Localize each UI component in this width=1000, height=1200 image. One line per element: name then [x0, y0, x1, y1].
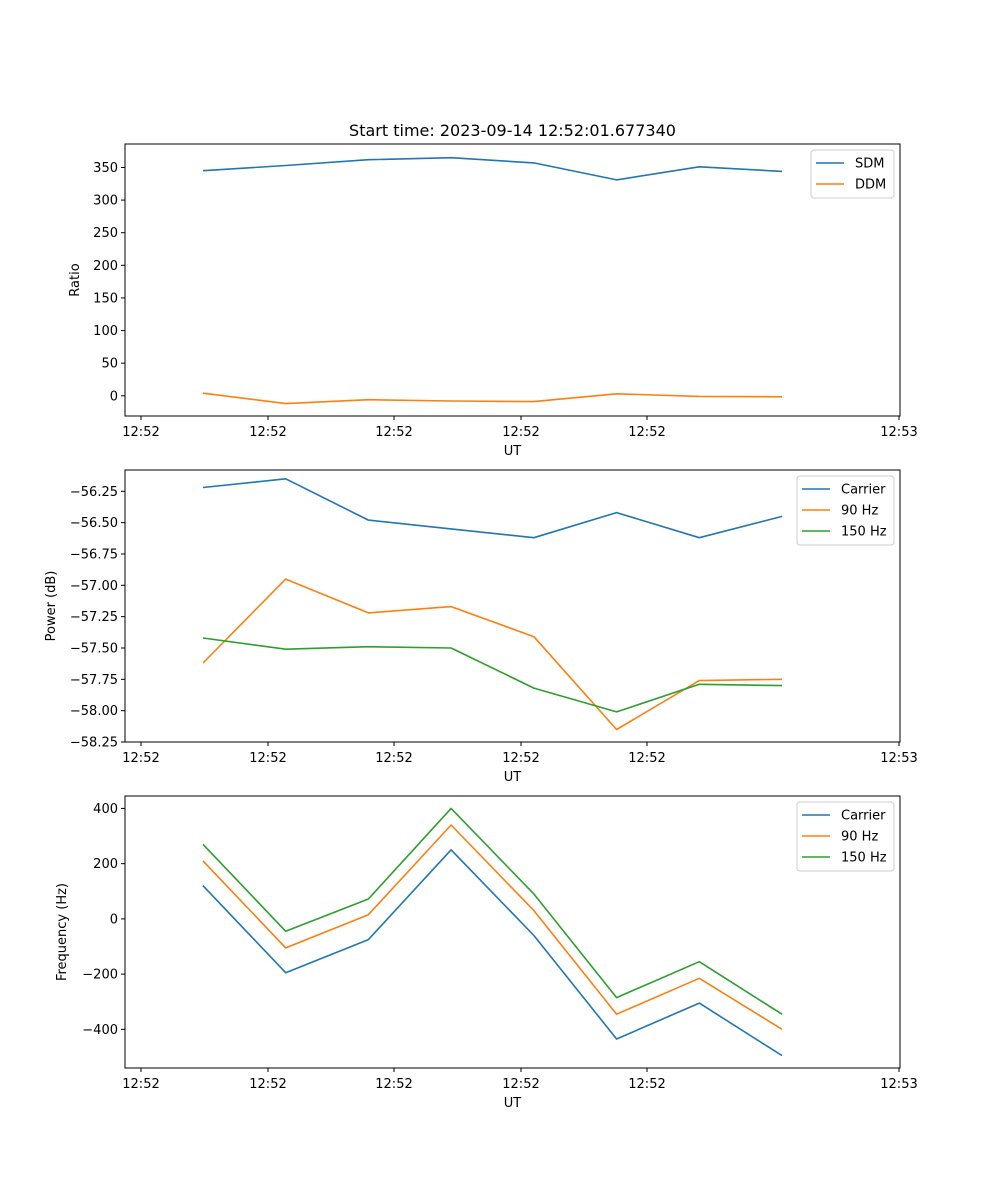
y-tick-label: 50	[101, 357, 118, 372]
legend: Carrier 90 Hz 150 Hz	[796, 801, 895, 872]
y-tick-label: 200	[93, 259, 118, 274]
y-tick-label: −57.50	[70, 641, 118, 656]
y-tick-label: −56.50	[70, 516, 118, 531]
y-tick-label: −56.25	[70, 485, 118, 500]
x-axis-label: UT	[504, 770, 522, 785]
plot-frame	[124, 143, 901, 417]
x-tick-label: 12:52	[122, 425, 159, 440]
y-tick-label: −58.25	[70, 736, 118, 751]
y-tick-label: 200	[93, 857, 118, 872]
series-line-150-hz	[202, 807, 783, 1015]
series-line-ddm	[202, 392, 783, 405]
y-tick-label: 300	[93, 194, 118, 209]
y-tick-label: −57.00	[70, 579, 118, 594]
series-line-90-hz	[202, 824, 783, 1030]
x-tick-label: 12:52	[375, 751, 412, 766]
legend-box	[796, 801, 895, 872]
y-tick-label: 250	[93, 226, 118, 241]
x-axis-label: UT	[504, 1096, 522, 1111]
x-tick-label: 12:53	[880, 425, 917, 440]
x-tick-label: 12:52	[375, 1077, 412, 1092]
series-line-carrier	[202, 477, 783, 539]
chart-panel-2: −58.25 −58.00 −57.75 −57.50 −57.25 −57.00 −56.…	[44, 469, 918, 785]
y-tick-label: 100	[93, 324, 118, 339]
y-tick-label: −400	[82, 1023, 118, 1038]
chart-panel-3: −400 −200 0 200 400 12:52 12:52 12:52 12:52 12:52…	[55, 795, 918, 1111]
y-tick-label: −200	[82, 968, 118, 983]
y-tick-label: −57.75	[70, 673, 118, 688]
chart-title: Start time: 2023-09-14 12:52:01.677340	[349, 121, 676, 140]
x-tick-label: 12:52	[502, 425, 539, 440]
x-tick-label: 12:52	[375, 425, 412, 440]
plot-frame	[124, 469, 901, 743]
x-tick-label: 12:52	[249, 1077, 286, 1092]
series-line-150-hz	[202, 637, 783, 713]
y-tick-label: −58.00	[70, 704, 118, 719]
legend: SDM DDM	[810, 149, 895, 199]
y-tick-label: 0	[110, 389, 118, 404]
x-tick-label: 12:53	[880, 1077, 917, 1092]
y-tick-label: 150	[93, 291, 118, 306]
x-tick-label: 12:52	[249, 425, 286, 440]
x-axis-label: UT	[504, 444, 522, 459]
legend-label: 90 Hz	[841, 830, 878, 845]
series-line-sdm	[202, 156, 783, 181]
legend-box	[810, 149, 895, 199]
y-tick-label: 400	[93, 802, 118, 817]
chart-panel-1: 0 50 100 150 200 250 300 350 12:52 12:52 12:52 12:5…	[68, 143, 918, 459]
y-tick-label: −57.25	[70, 610, 118, 625]
plot-frame	[124, 795, 901, 1069]
y-tick-label: −56.75	[70, 547, 118, 562]
x-tick-label: 12:52	[502, 751, 539, 766]
legend-label: 150 Hz	[841, 851, 887, 866]
legend-label: 90 Hz	[841, 504, 878, 519]
x-tick-label: 12:52	[502, 1077, 539, 1092]
y-axis-label: Ratio	[68, 263, 83, 296]
legend-label: 150 Hz	[841, 525, 887, 540]
x-tick-label: 12:52	[122, 751, 159, 766]
legend-label: DDM	[855, 178, 886, 193]
legend-box	[796, 475, 895, 546]
legend-label: Carrier	[841, 809, 886, 824]
y-axis-label: Power (dB)	[44, 571, 59, 642]
x-tick-label: 12:52	[628, 751, 665, 766]
y-axis-label: Frequency (Hz)	[55, 883, 70, 981]
x-tick-label: 12:52	[122, 1077, 159, 1092]
y-tick-label: 0	[110, 912, 118, 927]
legend-label: Carrier	[841, 483, 886, 498]
x-tick-label: 12:52	[628, 1077, 665, 1092]
x-tick-label: 12:52	[249, 751, 286, 766]
legend-label: SDM	[855, 157, 884, 172]
y-tick-label: 350	[93, 161, 118, 176]
series-line-carrier	[202, 848, 783, 1057]
legend: Carrier 90 Hz 150 Hz	[796, 475, 895, 546]
x-tick-label: 12:53	[880, 751, 917, 766]
x-tick-label: 12:52	[628, 425, 665, 440]
